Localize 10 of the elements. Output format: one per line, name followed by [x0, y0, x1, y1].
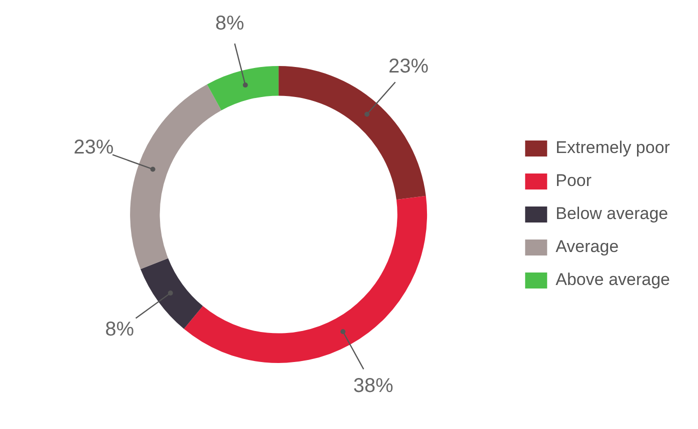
data-label: 8% — [215, 12, 244, 35]
legend-label: Average — [556, 237, 619, 256]
data-label: 8% — [105, 318, 134, 341]
data-label: 38% — [353, 375, 394, 398]
legend-label: Extremely poor — [556, 138, 670, 158]
legend-label: Poor — [556, 171, 592, 190]
data-label: 23% — [74, 136, 114, 158]
data-label: 23% — [388, 56, 429, 78]
legend-label: Above average — [556, 270, 670, 290]
legend-label: Below average — [556, 204, 668, 224]
